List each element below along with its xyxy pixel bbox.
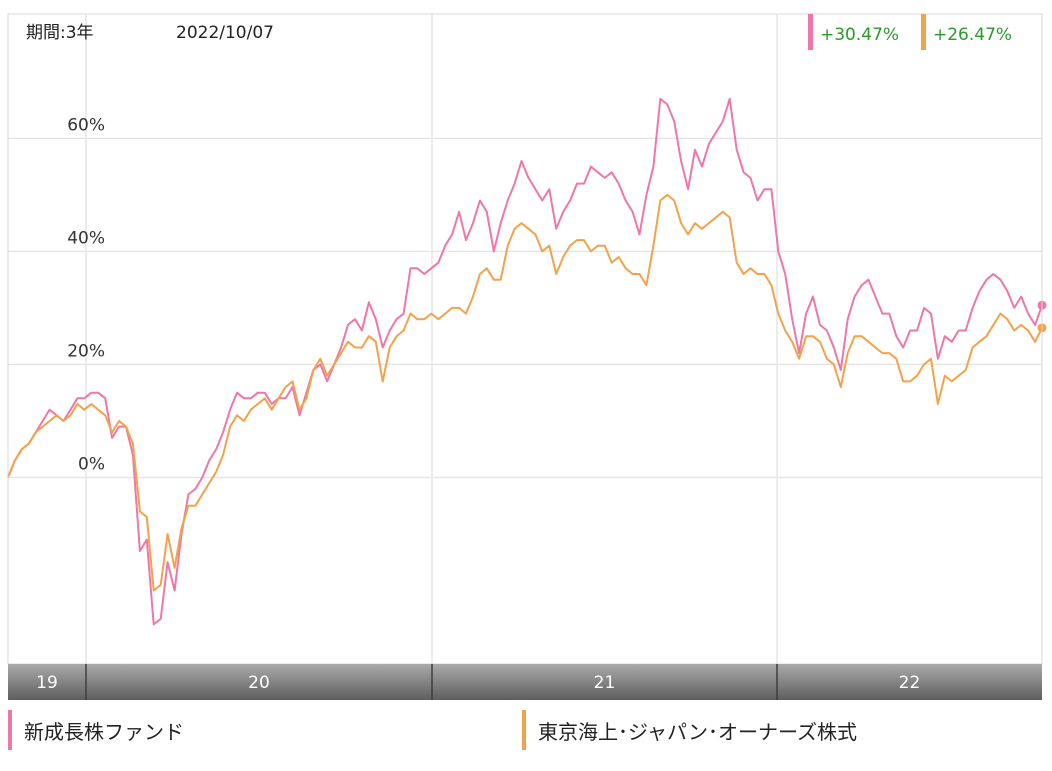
performance-chart: 0% 20% 40% 60% 期間:3年 2022/10/07 +30.47% +26… [7, 13, 1047, 700]
legend-color-1 [8, 710, 12, 750]
period-label[interactable]: 期間:3年 [26, 23, 94, 43]
legend-color-2 [522, 710, 526, 750]
legend-label-1: 新成長株ファンド [24, 719, 184, 744]
return-marker-2 [921, 14, 926, 50]
series-line-2 [7, 193, 1043, 592]
year-label-22: 22 [899, 673, 921, 693]
y-tick-label-1: 20% [67, 341, 105, 361]
series-line-1 [7, 97, 1043, 626]
legend-item-1: 新成長株ファンド [8, 708, 184, 752]
y-axis-ticks: 0% 20% 40% 60% [67, 115, 105, 474]
year-axis-bar [8, 664, 1042, 700]
return-value-1: +30.47% [820, 25, 899, 45]
hover-date: 2022/10/07 [176, 23, 274, 43]
year-axis-labels: 19 20 21 22 [36, 664, 920, 700]
year-label-20: 20 [248, 673, 270, 693]
year-label-21: 21 [594, 673, 616, 693]
year-label-19: 19 [36, 673, 58, 693]
y-tick-label-0: 0% [78, 454, 105, 474]
legend-item-2: 東京海上･ジャパン･オーナーズ株式 [522, 708, 857, 752]
y-tick-label-2: 40% [67, 228, 105, 248]
return-marker-1 [808, 14, 813, 50]
return-value-2: +26.47% [933, 25, 1012, 45]
legend-label-2: 東京海上･ジャパン･オーナーズ株式 [538, 719, 857, 744]
chart-gridlines [8, 14, 1042, 664]
y-tick-label-3: 60% [67, 115, 105, 135]
chart-series [7, 97, 1047, 626]
